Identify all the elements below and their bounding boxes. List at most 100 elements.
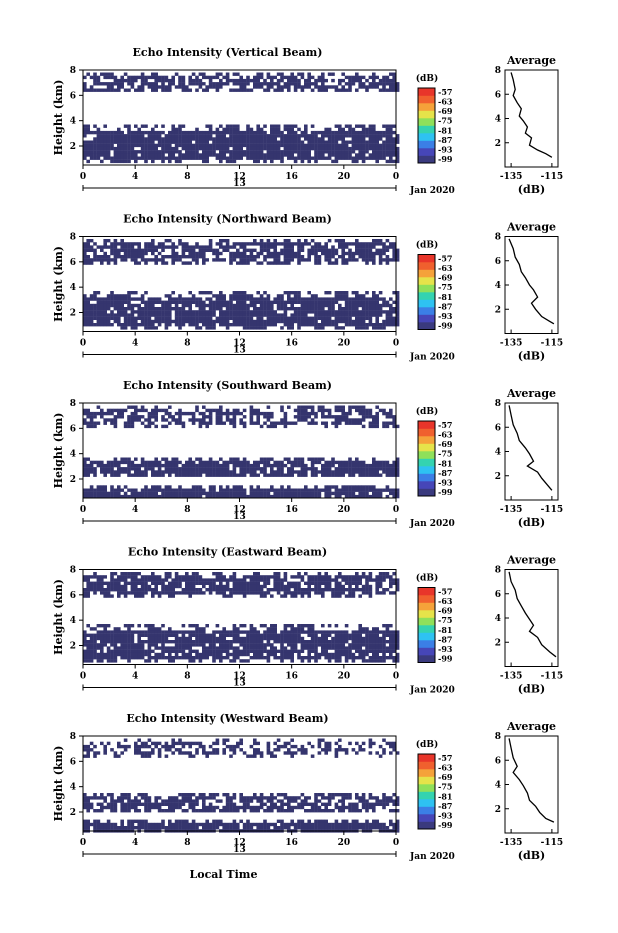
heatmap-cell (86, 470, 90, 473)
heatmap-cell (250, 141, 254, 144)
heatmap-cell (284, 147, 288, 150)
heatmap-cell (131, 245, 135, 248)
heatmap-cell (222, 630, 226, 633)
heatmap-cell (382, 637, 386, 640)
heatmap-cell (318, 307, 322, 310)
heatmap-cell (226, 310, 230, 313)
heatmap-cell (178, 150, 182, 153)
heatmap-cell (171, 415, 175, 418)
heatmap-cell (392, 474, 396, 477)
heatmap-cell (154, 578, 158, 581)
heatmap-cell (93, 572, 97, 575)
heatmap-cell (185, 467, 189, 470)
heatmap-cell (236, 578, 240, 581)
heatmap-cell (250, 242, 254, 245)
heatmap-cell (331, 588, 335, 591)
heatmap-cell (389, 585, 393, 588)
heatmap-cell (178, 637, 182, 640)
heatmap-cell (226, 141, 230, 144)
heatmap-cell (131, 252, 135, 255)
heatmap-cell (212, 144, 216, 147)
heatmap-cell (314, 640, 318, 643)
heatmap-cell (175, 245, 179, 248)
heatmap-cell (202, 320, 206, 323)
heatmap-cell (233, 467, 237, 470)
heatmap-cell (365, 464, 369, 467)
heatmap-cell (151, 643, 155, 646)
heatmap-cell (86, 125, 90, 128)
heatmap-cell (267, 464, 271, 467)
heatmap-cell (192, 640, 196, 643)
colorbar-segment (418, 451, 435, 459)
heatmap-cell (226, 304, 230, 307)
colorbar-tick-label: -69 (438, 439, 453, 449)
heatmap-cell (290, 297, 294, 300)
heatmap-cell (273, 258, 277, 261)
heatmap-cell (389, 73, 393, 76)
heatmap-cell (273, 89, 277, 92)
heatmap-cell (358, 485, 362, 488)
heatmap-cell (273, 157, 277, 160)
heatmap-cell (154, 76, 158, 79)
heatmap-cell (284, 310, 288, 313)
heatmap-cell (131, 326, 135, 329)
heatmap-cell (304, 630, 308, 633)
heatmap-cell (379, 82, 383, 85)
heatmap-cell (304, 239, 308, 242)
heatmap-cell (379, 134, 383, 137)
heatmap-cell (229, 128, 233, 131)
heatmap-cell (127, 464, 131, 467)
heatmap-cell (110, 313, 114, 316)
heatmap-cell (144, 474, 148, 477)
heatmap-cell (131, 578, 135, 581)
date-day-label: 13 (233, 179, 246, 189)
heatmap-cell (192, 415, 196, 418)
heatmap-cell (175, 582, 179, 585)
heatmap-cell (144, 82, 148, 85)
heatmap-cell (382, 252, 386, 255)
heatmap-cell (267, 591, 271, 594)
heatmap-cell (158, 134, 162, 137)
heatmap-cell (192, 578, 196, 581)
heatmap-cell (358, 134, 362, 137)
heatmap-cell (168, 646, 172, 649)
heatmap-cell (219, 310, 223, 313)
heatmap-cell (236, 131, 240, 134)
heatmap-cell (392, 125, 396, 128)
heatmap-cell (239, 317, 243, 320)
heatmap-cell (222, 643, 226, 646)
heatmap-cell (362, 137, 366, 140)
heatmap-cell (239, 137, 243, 140)
heatmap-cell (392, 646, 396, 649)
heatmap-cell (355, 485, 359, 488)
heatmap-cell (137, 297, 141, 300)
heatmap-cell (110, 141, 114, 144)
heatmap-cell (352, 575, 356, 578)
heatmap-cell (304, 317, 308, 320)
heatmap-cell (270, 144, 274, 147)
heatmap-cell (178, 467, 182, 470)
heatmap-cell (253, 310, 257, 313)
heatmap-cell (219, 406, 223, 409)
heatmap-cell (107, 141, 111, 144)
heatmap-cell (148, 634, 152, 637)
heatmap-cell (124, 492, 128, 495)
heatmap-cell (273, 317, 277, 320)
profile-y-tick-label: 8 (495, 399, 501, 409)
heatmap-cell (352, 630, 356, 633)
heatmap-cell (352, 422, 356, 425)
heatmap-cell (389, 643, 393, 646)
heatmap-cell (375, 323, 379, 326)
heatmap-cell (297, 412, 301, 415)
colorbar-tick-label: -75 (438, 449, 452, 459)
heatmap-cell (182, 82, 186, 85)
heatmap-cell (304, 467, 308, 470)
heatmap-cell (348, 578, 352, 581)
heatmap-cell (256, 313, 260, 316)
heatmap-cell (151, 492, 155, 495)
heatmap-cell (209, 291, 213, 294)
heatmap-cell (348, 634, 352, 637)
heatmap-cell (345, 252, 349, 255)
heatmap-cell (307, 301, 311, 304)
